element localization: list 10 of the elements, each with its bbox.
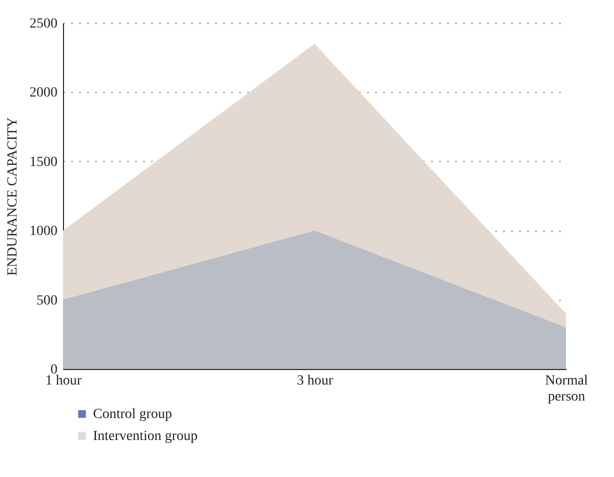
y-tick-label: 2000 bbox=[30, 86, 58, 101]
y-tick-label: 1500 bbox=[30, 154, 58, 170]
y-axis-title: ENDURANCE CAPACITY bbox=[6, 117, 20, 276]
legend-label: Intervention group bbox=[93, 429, 198, 444]
x-tick-label: Normal person bbox=[545, 374, 588, 404]
y-tick-label: 1000 bbox=[30, 224, 58, 240]
x-tick-label: 3 hour bbox=[296, 374, 334, 388]
y-tick-label: 2500 bbox=[30, 16, 58, 32]
legend-label: Control group bbox=[93, 407, 172, 422]
y-tick-label: 500 bbox=[36, 293, 58, 308]
